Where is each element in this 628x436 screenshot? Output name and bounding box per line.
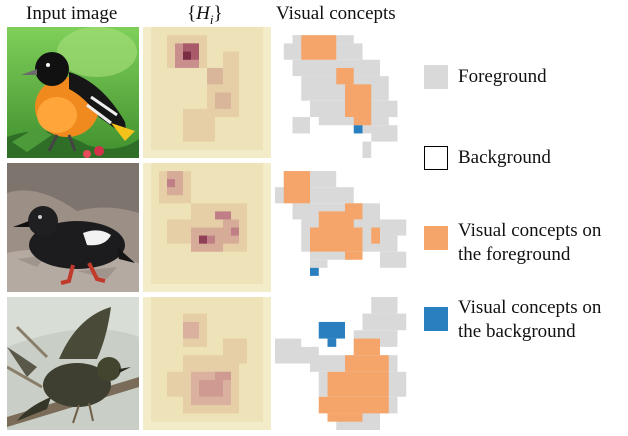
legend-label-concepts-foreground-line1: Visual concepts on xyxy=(458,220,602,241)
header-heatmap-close: } xyxy=(213,3,223,24)
legend-label-concepts-background-line1: Visual concepts on xyxy=(458,297,602,318)
header-visual-concepts: Visual concepts xyxy=(276,3,396,24)
header-heatmap: {Hi} xyxy=(187,3,223,28)
input-image-songbird xyxy=(7,297,139,430)
input-image-oriole xyxy=(7,27,139,158)
concept-map-songbird xyxy=(275,297,407,430)
legend-label-concepts-foreground-line2: the foreground xyxy=(458,244,571,265)
legend-swatch-foreground xyxy=(424,65,448,89)
heatmap-guillemot xyxy=(143,163,271,292)
header-input-image: Input image xyxy=(26,3,118,24)
input-image-guillemot xyxy=(7,163,139,292)
legend-label-concepts-background-line2: the background xyxy=(458,321,576,342)
header-heatmap-open: { xyxy=(187,3,197,24)
heatmap-songbird xyxy=(143,297,271,430)
concept-map-guillemot xyxy=(275,171,407,276)
header-heatmap-sub: i xyxy=(209,11,214,27)
legend-swatch-concepts-foreground xyxy=(424,226,448,250)
legend-label-foreground: Foreground xyxy=(458,66,547,87)
legend-label-background: Background xyxy=(458,147,551,168)
legend-swatch-concepts-background xyxy=(424,307,448,331)
heatmap-oriole xyxy=(143,27,271,158)
concept-map-oriole xyxy=(283,35,398,158)
header-heatmap-var: H xyxy=(196,3,210,24)
legend-swatch-background xyxy=(424,146,448,170)
